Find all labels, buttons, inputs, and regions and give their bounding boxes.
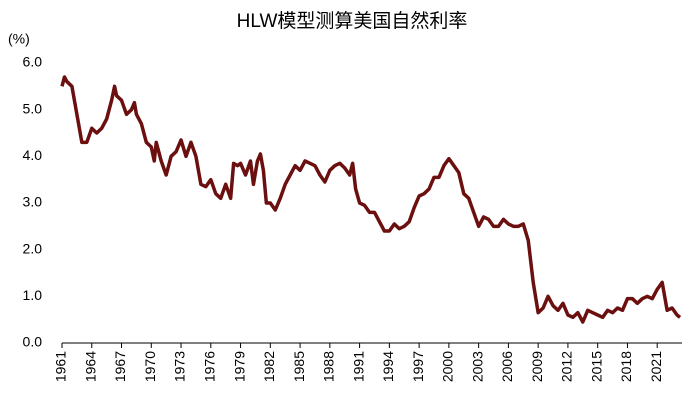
x-tick-label: 1961 [53, 351, 69, 382]
x-tick-label: 1988 [321, 351, 337, 382]
x-tick-label: 1994 [380, 351, 396, 382]
x-tick-label: 2012 [559, 351, 575, 382]
x-tick-label: 2000 [440, 351, 456, 382]
x-tick-label: 2018 [618, 351, 634, 382]
y-tick-label: 0.0 [23, 334, 43, 350]
x-tick-label: 1970 [142, 351, 158, 382]
x-tick-label: 1997 [410, 351, 426, 382]
y-tick-label: 1.0 [23, 287, 43, 303]
y-tick-label: 2.0 [23, 240, 43, 256]
y-tick-label: 4.0 [23, 147, 43, 163]
y-tick-label: 3.0 [23, 194, 43, 210]
x-tick-label: 1982 [261, 351, 277, 382]
x-tick-label: 1967 [112, 351, 128, 382]
x-tick-label: 2006 [499, 351, 515, 382]
x-tick-label: 2009 [529, 351, 545, 382]
x-tick-label: 2015 [588, 351, 604, 382]
x-tick-label: 1976 [202, 351, 218, 382]
x-tick-label: 1991 [350, 351, 366, 382]
y-unit: (%) [8, 31, 30, 47]
x-tick-label: 1964 [82, 351, 98, 382]
chart-title: HLW模型测算美国自然利率 [237, 10, 468, 32]
x-tick-label: 1985 [291, 351, 307, 382]
y-tick-label: 6.0 [23, 54, 43, 70]
x-tick-label: 2021 [648, 351, 664, 382]
x-tick-label: 1973 [172, 351, 188, 382]
x-tick-label: 2003 [469, 351, 485, 382]
x-tick-label: 1979 [231, 351, 247, 382]
line [60, 75, 682, 324]
y-tick-label: 5.0 [23, 100, 43, 116]
